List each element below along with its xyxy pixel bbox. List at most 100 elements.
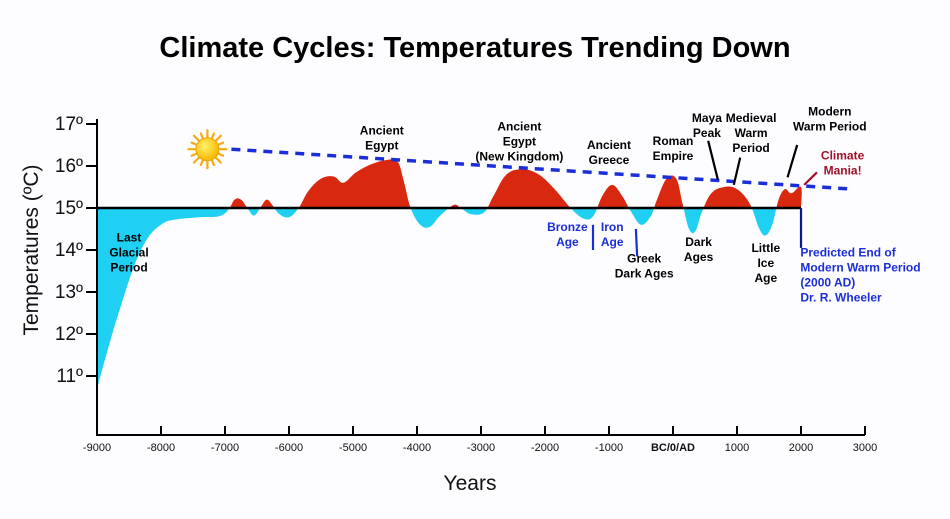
medieval-pointer (732, 157, 742, 186)
annotation-line: Dark (685, 235, 712, 249)
sun-ray (217, 152, 225, 157)
x-tick-label: -5000 (339, 442, 367, 454)
annotation-line: Peak (693, 126, 721, 140)
x-tick-label: -7000 (211, 442, 239, 454)
x-tick-label: -4000 (403, 442, 431, 454)
annotation-line: Warm (735, 126, 768, 140)
annotation-line: Age (601, 235, 624, 249)
annotation-line: Modern Warm Period (800, 260, 920, 274)
annotation-line: Greek (627, 252, 661, 266)
sun-ray (210, 132, 216, 140)
annotation-bronze-age: Bronze Age (547, 220, 588, 249)
x-tick-label: -1000 (595, 442, 623, 454)
annotation-line: Last (117, 231, 142, 245)
annotation-pointers (591, 140, 818, 257)
annotation-line: Ancient (360, 124, 404, 138)
y-tick-label: 17º (55, 114, 83, 135)
annotation-line: Egypt (503, 134, 536, 148)
annotation-ancient-greece: Ancient Greece (587, 138, 631, 167)
x-tick-label: 1000 (725, 442, 749, 454)
annotation-line: Greece (589, 153, 630, 167)
y-tick-label: 12º (55, 324, 83, 345)
sun-ray (190, 152, 198, 157)
annotation-line: Little (751, 241, 780, 255)
x-tick-label: 2000 (789, 442, 813, 454)
sun-disc (195, 137, 220, 162)
annotation-line: (2000 AD) (800, 275, 855, 289)
annotation-line: Empire (653, 149, 694, 163)
chart-title: Climate Cycles: Temperatures Trending Do… (159, 32, 790, 64)
annotation-line: Glacial (109, 246, 148, 260)
annotation-line: Maya (692, 111, 722, 125)
annotation-line: Modern (808, 105, 851, 119)
annotation-climate-mania: Climate Mania! (821, 149, 865, 178)
sun-ray (190, 141, 198, 146)
sun-ray (199, 159, 204, 167)
annotation-line: Age (556, 235, 579, 249)
annotation-little-ice-age: Little Ice Age (751, 241, 780, 285)
annotation-medieval-warm: Medieval Warm Period (726, 111, 777, 155)
sun-ray (210, 159, 216, 167)
y-tick-label: 14º (55, 240, 83, 261)
annotation-predicted-end: Predicted End of Modern Warm Period (2000 … (800, 245, 920, 304)
annotation-line: Period (732, 141, 769, 155)
cold-area (97, 208, 801, 389)
annotation-line: Age (754, 271, 777, 285)
y-ticks: 17º 16º 15º 14º 13º 12º 11º (55, 114, 97, 387)
annotation-dark-ages: Dark Ages (684, 235, 714, 264)
annotation-ancient-egypt: Ancient Egypt (360, 124, 404, 153)
sun-ray (192, 156, 201, 164)
annotation-line: Period (110, 261, 147, 275)
x-tick-label: -2000 (531, 442, 559, 454)
temperature-areas (97, 159, 802, 389)
annotation-line: Warm Period (793, 120, 867, 134)
sun-icon (187, 129, 228, 170)
sun-ray (214, 134, 222, 142)
annotation-line: Ice (757, 256, 774, 270)
sun-ray (217, 141, 225, 146)
sun-ray (199, 132, 204, 140)
modern-pointer (786, 144, 799, 178)
y-axis-label: Temperatures (ºC) (20, 164, 43, 335)
greek-dark-ages-pointer (634, 228, 639, 257)
annotation-roman-empire: Roman Empire (653, 134, 694, 163)
y-tick-label: 16º (55, 156, 83, 177)
annotation-line: Dark Ages (615, 267, 674, 281)
annotation-line: Roman (653, 134, 694, 148)
annotation-line: Bronze (547, 220, 588, 234)
annotation-last-glacial: Last Glacial Period (109, 231, 148, 275)
annotation-iron-age: Iron Age (601, 220, 624, 249)
x-ticks: -9000 -8000 -7000 -6000 -5000 -4000 -3000 -2000… (83, 426, 877, 454)
y-tick-label: 15º (55, 198, 83, 219)
sun-ray (192, 134, 201, 142)
annotation-line: Predicted End of (800, 245, 896, 259)
x-tick-label: -6000 (275, 442, 303, 454)
warm-area (97, 159, 802, 208)
annotation-line: Iron (601, 220, 624, 234)
trend-group (231, 147, 853, 191)
annotation-line: Ancient (587, 138, 631, 152)
y-tick-label: 13º (55, 282, 83, 303)
x-tick-label: -9000 (83, 442, 111, 454)
maya-pointer (707, 140, 719, 180)
x-tick-label: -8000 (147, 442, 175, 454)
annotation-line: Climate (821, 149, 865, 163)
annotation-line: Egypt (365, 139, 398, 153)
mania-pointer (803, 171, 818, 186)
annotation-greek-dark-ages: Greek Dark Ages (615, 252, 674, 281)
x-tick-label: -3000 (467, 442, 495, 454)
annotation-modern-warm: Modern Warm Period (793, 105, 867, 134)
x-tick-label: 3000 (853, 442, 877, 454)
annotation-line: (New Kingdom) (475, 149, 563, 163)
x-tick-label: BC/0/AD (651, 442, 695, 454)
annotation-line: Medieval (726, 111, 777, 125)
annotation-maya-peak: Maya Peak (692, 111, 722, 140)
annotation-line: Ancient (497, 119, 541, 133)
annotation-line: Dr. R. Wheeler (800, 290, 882, 304)
x-axis-label: Years (444, 472, 497, 495)
annotation-ancient-egypt-nk: Ancient Egypt (New Kingdom) (475, 119, 563, 163)
annotation-line: Ages (684, 250, 714, 264)
trend-line (231, 147, 853, 191)
